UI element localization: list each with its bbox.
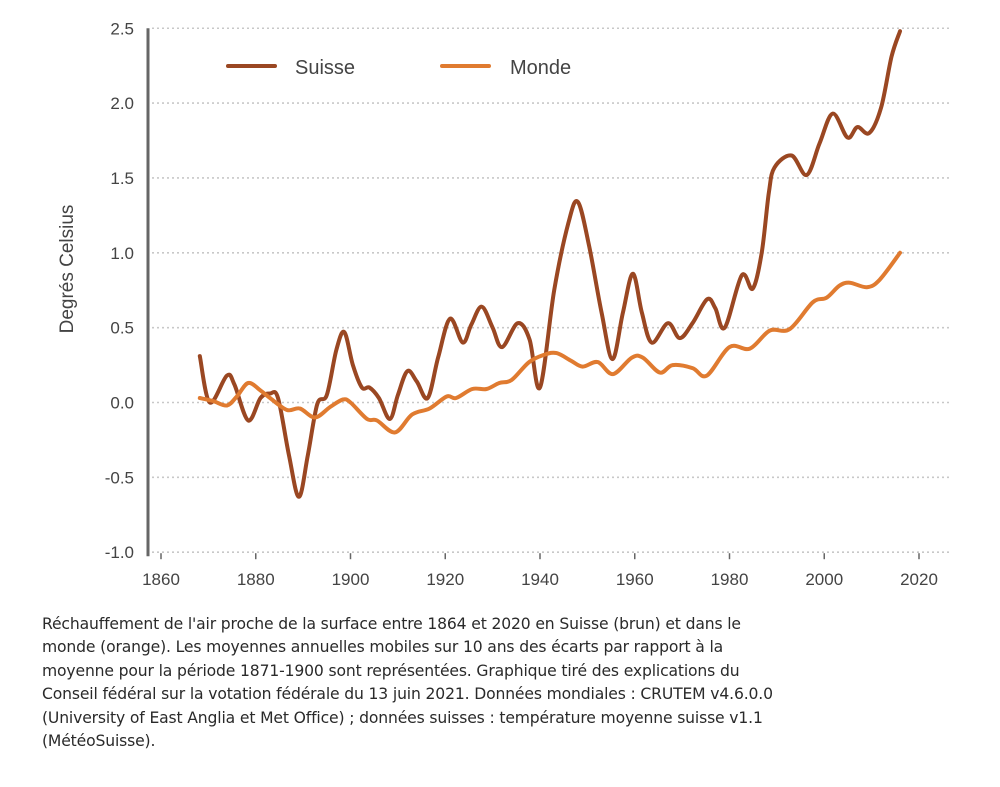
x-tick-label: 1940 <box>521 570 559 589</box>
caption-line: moyenne pour la période 1871-1900 sont r… <box>42 661 740 680</box>
x-tick-label: 1880 <box>237 570 275 589</box>
series-line-suisse <box>197 29 902 499</box>
y-tick-label: 2.0 <box>110 94 134 113</box>
temperature-chart: -1.0-0.50.00.51.01.52.02.5 1860 1880 1900 1… <box>57 19 950 589</box>
x-tick-label: 2000 <box>805 570 843 589</box>
series-lines <box>197 29 902 499</box>
y-axis-label: Degrés Celsius <box>57 205 78 334</box>
y-tick-label: 0.5 <box>110 319 134 338</box>
caption-line: (University of East Anglia et Met Office… <box>42 708 763 727</box>
y-tick-label: 1.0 <box>110 244 134 263</box>
x-tick-label: 1980 <box>711 570 749 589</box>
legend-label-suisse: Suisse <box>295 57 355 79</box>
gridlines <box>152 27 950 554</box>
x-tick-label: 2020 <box>900 570 938 589</box>
caption-line: monde (orange). Les moyennes annuelles m… <box>42 638 724 657</box>
y-tick-label: 2.5 <box>110 19 134 38</box>
figure-caption: Réchauffement de l'air proche de la surf… <box>42 613 962 753</box>
x-axis-ticks: 1860 1880 1900 1920 1940 1960 1980 2000 2020 <box>142 553 938 589</box>
y-axis-ticks: -1.0 -0.5 0.0 0.5 1.0 1.5 2.0 2.5 <box>105 19 134 562</box>
caption-line: (MétéoSuisse). <box>42 732 156 751</box>
legend-label-monde: Monde <box>510 57 571 79</box>
y-tick-label: -0.5 <box>105 468 134 487</box>
y-tick-label: 1.5 <box>110 169 134 188</box>
y-tick-label: 0.0 <box>110 394 134 413</box>
x-tick-label: 1900 <box>332 570 370 589</box>
x-tick-label: 1960 <box>616 570 654 589</box>
caption-line: Conseil fédéral sur la votation fédérale… <box>42 685 773 704</box>
y-tick-label: -1.0 <box>105 543 134 562</box>
x-tick-label: 1920 <box>426 570 464 589</box>
x-tick-label: 1860 <box>142 570 180 589</box>
legend: Suisse Monde <box>226 57 571 79</box>
caption-line: Réchauffement de l'air proche de la surf… <box>42 615 741 633</box>
series-line-monde <box>197 250 902 435</box>
